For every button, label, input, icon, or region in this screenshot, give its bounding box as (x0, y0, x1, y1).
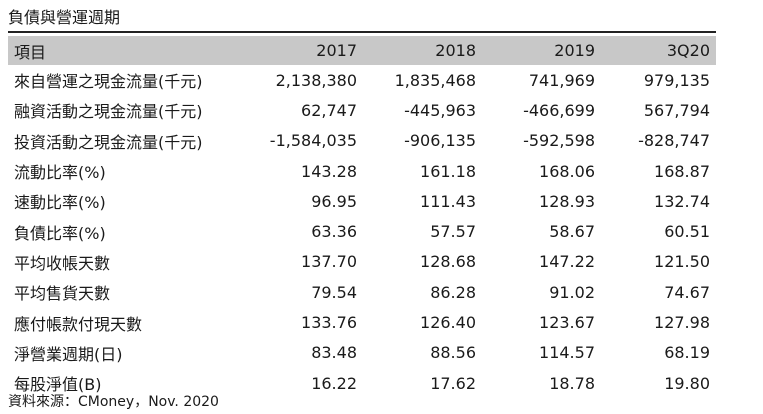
cell-value: -1,584,035 (269, 131, 357, 151)
table-row: 應付帳款付現天數 133.76 126.40 123.67 127.98 (8, 307, 716, 337)
column-header-2017: 2017 (316, 41, 357, 60)
source-note: 資料來源：CMoney，Nov. 2020 (8, 394, 219, 410)
cell-value: 96.95 (311, 191, 357, 211)
row-label: 平均售貨天數 (14, 284, 111, 304)
cell-value: 60.51 (664, 222, 710, 242)
row-label: 速動比率(%) (14, 193, 106, 213)
cell-value: 79.54 (311, 282, 357, 302)
cell-value: 83.48 (311, 343, 357, 363)
financial-table: 項目 2017 2018 2019 3Q20 來自營運之現金流量(千元) 2,13… (8, 36, 716, 398)
column-header-2018: 2018 (435, 41, 476, 60)
column-header-item: 項目 (14, 42, 47, 62)
cell-value: 161.18 (420, 161, 476, 181)
cell-value: -592,598 (523, 131, 595, 151)
cell-value: 143.28 (301, 161, 357, 181)
table-row: 流動比率(%) 143.28 161.18 168.06 168.87 (8, 156, 716, 186)
row-label: 負債比率(%) (14, 223, 106, 243)
column-header-3q20: 3Q20 (666, 41, 710, 60)
row-label: 投資活動之現金流量(千元) (14, 132, 203, 152)
cell-value: 114.57 (539, 343, 595, 363)
cell-value: 128.93 (539, 191, 595, 211)
cell-value: 16.22 (311, 373, 357, 393)
row-label: 應付帳款付現天數 (14, 314, 143, 334)
table-row: 速動比率(%) 96.95 111.43 128.93 132.74 (8, 186, 716, 216)
cell-value: 111.43 (420, 191, 476, 211)
cell-value: 19.80 (664, 373, 710, 393)
row-label: 流動比率(%) (14, 163, 106, 183)
cell-value: -445,963 (404, 100, 476, 120)
cell-value: -828,747 (638, 131, 710, 151)
cell-value: 128.68 (420, 252, 476, 272)
row-label: 平均收帳天數 (14, 253, 111, 273)
table-row: 來自營運之現金流量(千元) 2,138,380 1,835,468 741,969 97… (8, 65, 716, 95)
cell-value: 137.70 (301, 252, 357, 272)
cell-value: 88.56 (430, 343, 476, 363)
column-header-2019: 2019 (554, 41, 595, 60)
table-row: 投資活動之現金流量(千元) -1,584,035 -906,135 -592,598 -… (8, 126, 716, 156)
table-title: 負債與營運週期 (8, 5, 716, 33)
cell-value: 168.87 (654, 161, 710, 181)
table-row: 淨營業週期(日) 83.48 88.56 114.57 68.19 (8, 338, 716, 368)
table-row: 負債比率(%) 63.36 57.57 58.67 60.51 (8, 216, 716, 246)
cell-value: 74.67 (664, 282, 710, 302)
cell-value: 18.78 (549, 373, 595, 393)
cell-value: 1,835,468 (394, 70, 476, 90)
table-row: 平均收帳天數 137.70 128.68 147.22 121.50 (8, 247, 716, 277)
cell-value: 127.98 (654, 313, 710, 333)
cell-value: -466,699 (523, 100, 595, 120)
cell-value: 123.67 (539, 313, 595, 333)
cell-value: 979,135 (643, 70, 710, 90)
cell-value: 63.36 (311, 222, 357, 242)
cell-value: 121.50 (654, 252, 710, 272)
table-body: 來自營運之現金流量(千元) 2,138,380 1,835,468 741,969 97… (8, 65, 716, 398)
cell-value: 2,138,380 (275, 70, 357, 90)
cell-value: -906,135 (404, 131, 476, 151)
cell-value: 741,969 (528, 70, 595, 90)
table-row: 平均售貨天數 79.54 86.28 91.02 74.67 (8, 277, 716, 307)
cell-value: 68.19 (664, 343, 710, 363)
cell-value: 567,794 (643, 100, 710, 120)
table-row: 融資活動之現金流量(千元) 62,747 -445,963 -466,699 567,7… (8, 95, 716, 125)
table-row: 每股淨值(B) 16.22 17.62 18.78 19.80 (8, 368, 716, 398)
cell-value: 126.40 (420, 313, 476, 333)
cell-value: 57.57 (430, 222, 476, 242)
cell-value: 132.74 (654, 191, 710, 211)
table-header-row: 項目 2017 2018 2019 3Q20 (8, 36, 716, 65)
cell-value: 168.06 (539, 161, 595, 181)
cell-value: 17.62 (430, 373, 476, 393)
cell-value: 86.28 (430, 282, 476, 302)
cell-value: 62,747 (301, 100, 357, 120)
cell-value: 91.02 (549, 282, 595, 302)
row-label: 淨營業週期(日) (14, 344, 123, 364)
cell-value: 58.67 (549, 222, 595, 242)
row-label: 來自營運之現金流量(千元) (14, 72, 203, 92)
row-label: 每股淨值(B) (14, 375, 102, 395)
cell-value: 147.22 (539, 252, 595, 272)
cell-value: 133.76 (301, 313, 357, 333)
row-label: 融資活動之現金流量(千元) (14, 102, 203, 122)
